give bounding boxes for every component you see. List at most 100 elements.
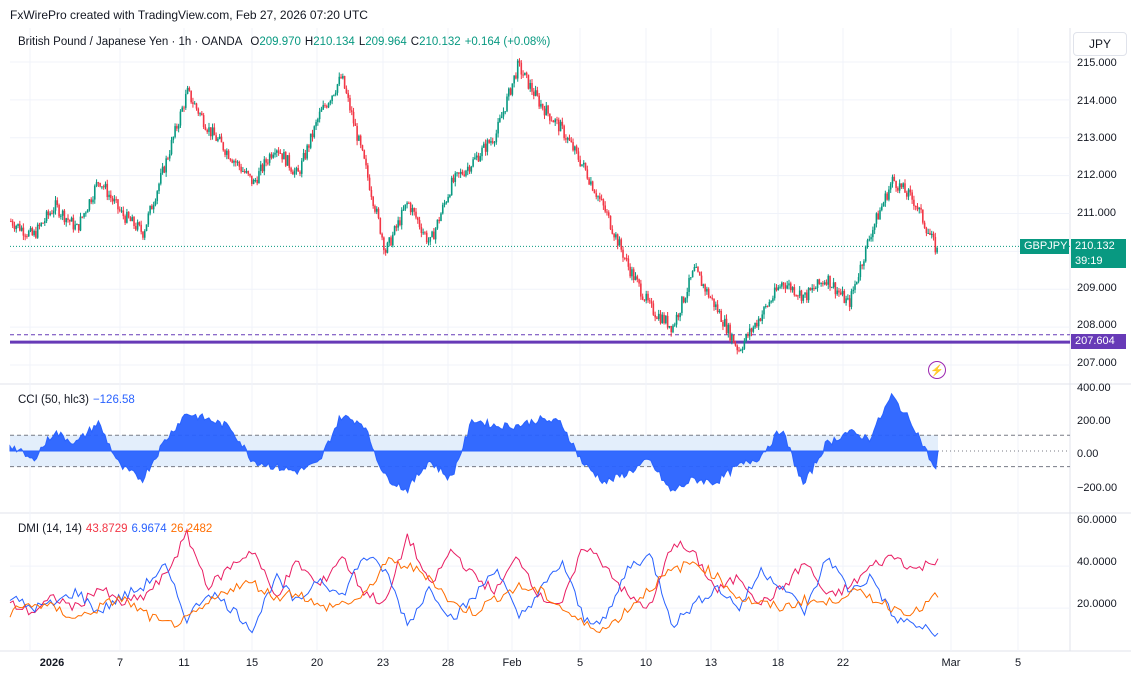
- candle-body: [418, 220, 421, 228]
- candle-body: [538, 95, 540, 107]
- candle-body: [242, 171, 244, 173]
- candle-body: [284, 151, 287, 166]
- candle-body: [42, 222, 44, 224]
- candle-body: [101, 186, 103, 188]
- candle-body: [466, 166, 469, 171]
- candle-body: [886, 193, 888, 200]
- candle-body: [208, 127, 210, 132]
- candle-body: [251, 175, 253, 185]
- candle-body: [51, 213, 53, 215]
- candle-body: [102, 186, 105, 188]
- candle-body: [420, 227, 423, 233]
- candle-body: [392, 234, 394, 246]
- candle-body: [19, 223, 21, 231]
- candle-body: [602, 199, 605, 206]
- candle-body: [827, 275, 830, 285]
- candle-body: [224, 150, 226, 155]
- candle-body: [841, 290, 844, 295]
- candle-body: [918, 207, 921, 210]
- candle-body: [409, 203, 412, 213]
- candle-body: [227, 150, 230, 159]
- candle-body: [873, 223, 876, 230]
- candle-body: [479, 156, 482, 162]
- candle-body: [483, 143, 485, 148]
- candle-body: [24, 235, 26, 237]
- candle-body: [245, 171, 248, 173]
- candle-body: [249, 173, 251, 176]
- candle-body: [745, 334, 747, 341]
- candle-body: [693, 267, 696, 272]
- candle-body: [133, 216, 135, 227]
- candle-body: [925, 227, 928, 234]
- candle-body: [895, 180, 897, 188]
- candle-body: [172, 136, 175, 141]
- candle-body: [770, 301, 772, 303]
- candle-body: [356, 125, 358, 141]
- candle-body: [704, 284, 706, 292]
- currency-button[interactable]: JPY: [1073, 32, 1127, 56]
- candle-body: [647, 293, 649, 301]
- candle-body: [666, 315, 669, 328]
- candle-body: [572, 142, 574, 151]
- candle-body: [181, 107, 184, 112]
- candle-body: [113, 199, 116, 202]
- candle-body: [168, 154, 171, 159]
- candle-body: [659, 313, 662, 324]
- candle-body: [293, 170, 296, 175]
- close-label: C: [410, 36, 420, 48]
- candle-body: [424, 232, 426, 234]
- candle-body: [367, 165, 369, 178]
- candle-body: [197, 108, 200, 114]
- candle-body: [233, 160, 235, 163]
- candle-body: [581, 164, 583, 166]
- candle-body: [620, 239, 623, 250]
- candle-body: [358, 135, 360, 141]
- candle-body: [445, 202, 448, 204]
- candle-body: [750, 328, 753, 332]
- candle-body: [729, 324, 731, 341]
- support-level-tag: 207.604: [1071, 334, 1126, 349]
- candle-body: [543, 108, 546, 116]
- candle-body: [791, 287, 794, 291]
- price-tick: 212.000: [1077, 169, 1117, 181]
- candle-body: [47, 211, 50, 216]
- price-tick: 211.000: [1077, 207, 1116, 219]
- candle-body: [399, 220, 401, 226]
- candle-body: [859, 264, 862, 278]
- candle-body: [247, 171, 250, 174]
- candle-body: [49, 213, 51, 216]
- candle-body: [932, 233, 935, 237]
- candle-body: [904, 183, 906, 193]
- candle-body: [568, 137, 571, 141]
- candle-body: [625, 258, 628, 260]
- candle-body: [829, 275, 831, 288]
- candle-body: [436, 219, 439, 229]
- candle-body: [857, 277, 860, 282]
- candle-body: [579, 159, 581, 166]
- flash-icon[interactable]: ⚡: [928, 361, 946, 379]
- candle-body: [158, 183, 160, 192]
- candle-body: [898, 183, 901, 191]
- candle-body: [320, 109, 323, 112]
- candle-body: [618, 239, 621, 246]
- candle-body: [600, 198, 603, 200]
- candle-body: [818, 279, 821, 284]
- candle-body: [624, 257, 626, 259]
- time-tick: 5: [576, 657, 584, 669]
- candle-body: [893, 176, 896, 181]
- candle-body: [35, 231, 37, 238]
- candle-body: [782, 282, 785, 286]
- candle-body: [529, 83, 532, 89]
- candle-body: [615, 234, 617, 238]
- candle-body: [643, 299, 646, 301]
- candle-body: [593, 190, 596, 194]
- candle-body: [754, 322, 756, 328]
- candle-body: [813, 287, 815, 290]
- candle-body: [500, 116, 503, 119]
- candle-body: [327, 103, 330, 108]
- candle-body: [272, 154, 275, 158]
- candle-body: [29, 228, 32, 232]
- candle-body: [156, 191, 159, 201]
- candle-body: [40, 222, 43, 226]
